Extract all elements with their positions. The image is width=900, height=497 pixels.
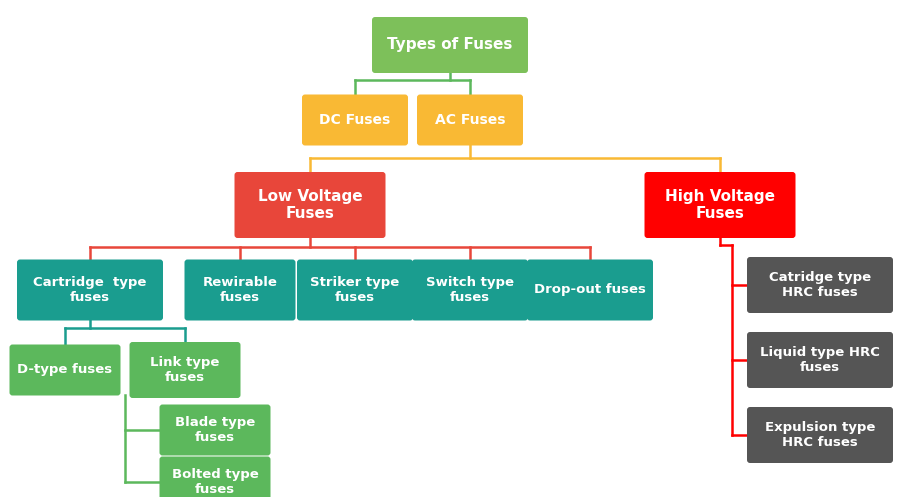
FancyBboxPatch shape bbox=[747, 332, 893, 388]
FancyBboxPatch shape bbox=[235, 172, 385, 238]
Text: Rewirable
fuses: Rewirable fuses bbox=[202, 276, 277, 304]
Text: High Voltage
Fuses: High Voltage Fuses bbox=[665, 189, 775, 221]
FancyBboxPatch shape bbox=[159, 457, 271, 497]
Text: DC Fuses: DC Fuses bbox=[320, 113, 391, 127]
FancyBboxPatch shape bbox=[297, 259, 413, 321]
Text: Blade type
fuses: Blade type fuses bbox=[175, 416, 255, 444]
Text: Striker type
fuses: Striker type fuses bbox=[310, 276, 400, 304]
FancyBboxPatch shape bbox=[10, 344, 121, 396]
Text: AC Fuses: AC Fuses bbox=[435, 113, 505, 127]
Text: Types of Fuses: Types of Fuses bbox=[387, 37, 513, 53]
FancyBboxPatch shape bbox=[644, 172, 796, 238]
Text: D-type fuses: D-type fuses bbox=[17, 363, 112, 377]
FancyBboxPatch shape bbox=[184, 259, 295, 321]
Text: Drop-out fuses: Drop-out fuses bbox=[534, 283, 646, 297]
FancyBboxPatch shape bbox=[302, 94, 408, 146]
FancyBboxPatch shape bbox=[527, 259, 653, 321]
FancyBboxPatch shape bbox=[372, 17, 528, 73]
FancyBboxPatch shape bbox=[17, 259, 163, 321]
Text: Expulsion type
HRC fuses: Expulsion type HRC fuses bbox=[765, 421, 875, 449]
FancyBboxPatch shape bbox=[747, 407, 893, 463]
FancyBboxPatch shape bbox=[747, 257, 893, 313]
FancyBboxPatch shape bbox=[412, 259, 528, 321]
Text: Link type
fuses: Link type fuses bbox=[150, 356, 220, 384]
Text: Bolted type
fuses: Bolted type fuses bbox=[172, 468, 258, 496]
FancyBboxPatch shape bbox=[159, 405, 271, 455]
Text: Low Voltage
Fuses: Low Voltage Fuses bbox=[257, 189, 363, 221]
Text: Liquid type HRC
fuses: Liquid type HRC fuses bbox=[760, 346, 880, 374]
Text: Switch type
fuses: Switch type fuses bbox=[426, 276, 514, 304]
FancyBboxPatch shape bbox=[130, 342, 240, 398]
FancyBboxPatch shape bbox=[417, 94, 523, 146]
Text: Catridge type
HRC fuses: Catridge type HRC fuses bbox=[769, 271, 871, 299]
Text: Cartridge  type
fuses: Cartridge type fuses bbox=[33, 276, 147, 304]
